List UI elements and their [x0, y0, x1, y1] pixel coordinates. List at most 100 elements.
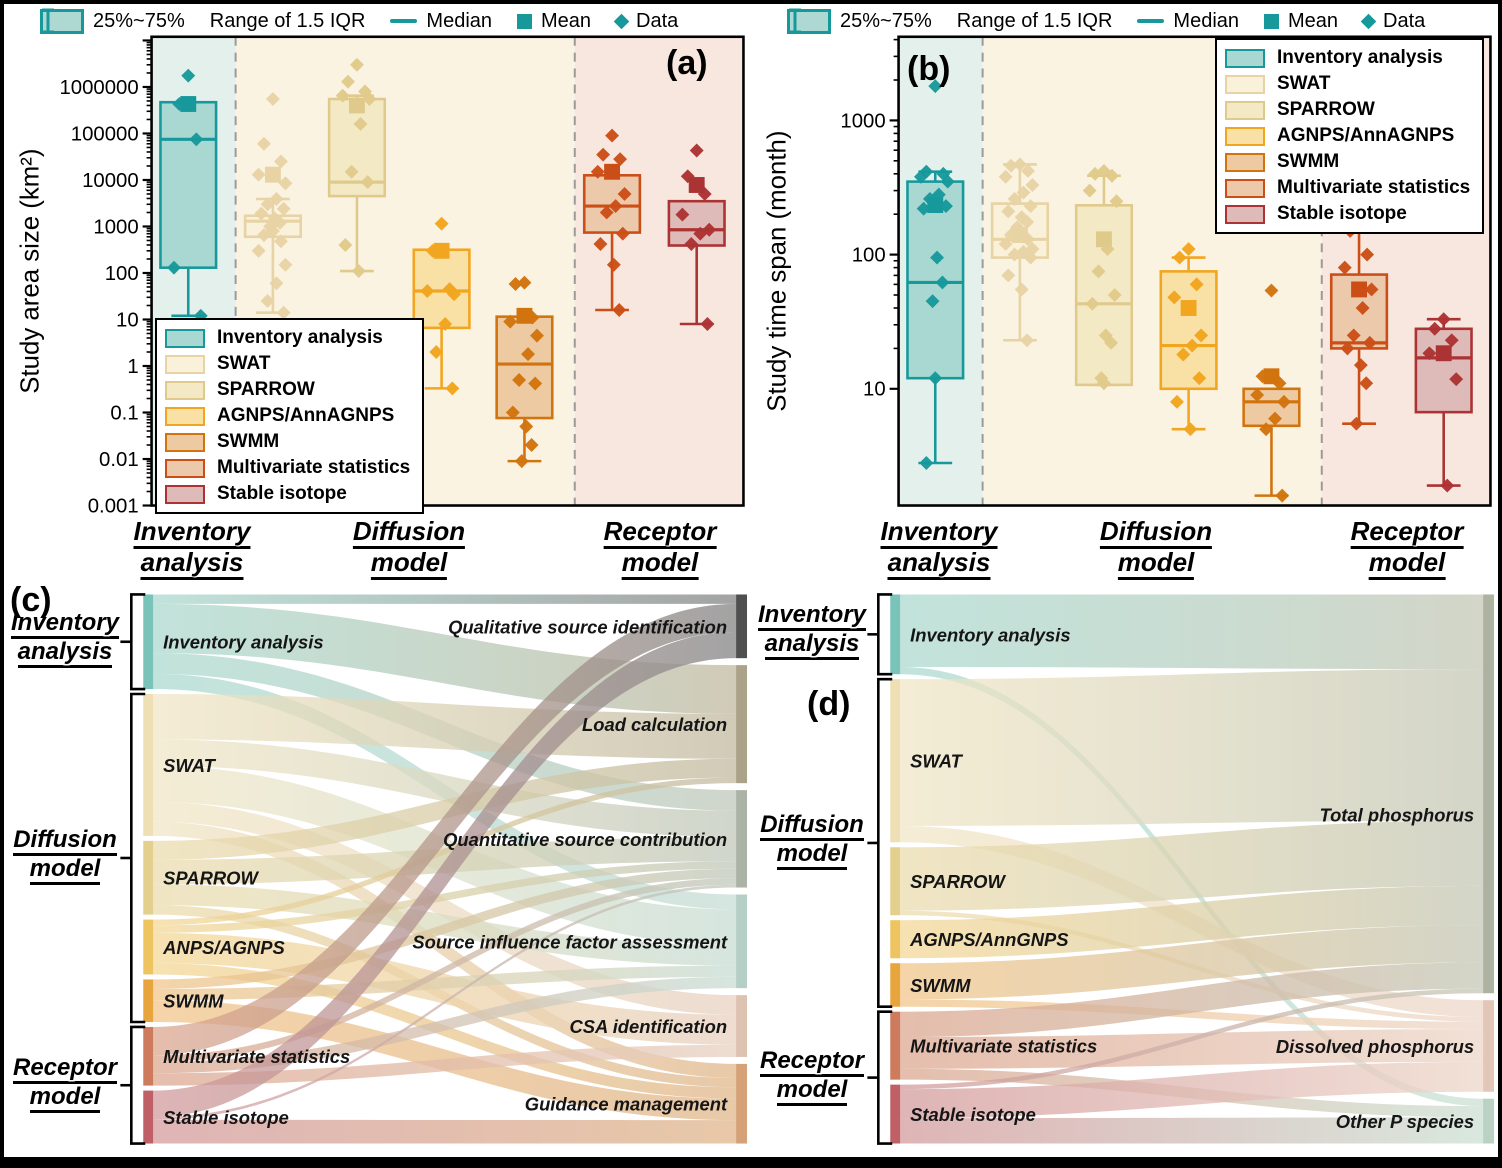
y-tick-label: 10 [863, 379, 886, 401]
iqr-whisker-icon [42, 8, 54, 34]
stats-legend-item: Median [390, 10, 492, 33]
legend-label: SWMM [1277, 151, 1340, 172]
box-group-swmm [495, 275, 554, 469]
mean-square-icon [1264, 13, 1280, 29]
box-group-stable-isotope [667, 143, 726, 331]
sankey-right-node [736, 790, 748, 888]
y-tick-label: 10000 [82, 170, 139, 192]
y-tick-label: 100 [105, 263, 139, 285]
sankey-flow [153, 739, 737, 837]
stats-legend-item: Data [1360, 10, 1425, 33]
legend-item: SPARROW [165, 377, 410, 403]
legend-item: Inventory analysis [1225, 45, 1470, 71]
sankey-left-node [890, 679, 901, 843]
group-bracket [130, 1025, 146, 1145]
sankey-left-label: SWMM [910, 975, 971, 996]
iqr-whisker-icon [789, 8, 801, 34]
y-tick-label: 100 [852, 245, 886, 267]
box-group-sparrow [1074, 164, 1134, 391]
sankey-flow [900, 925, 1484, 1000]
sankey-left-node [890, 920, 901, 959]
panel-letter-a: (a) [666, 44, 708, 82]
x-axis-group-label: Inventory analysis [133, 516, 251, 580]
sankey-flow [900, 594, 1484, 670]
stats-legend-label: 25%~75% [840, 9, 932, 32]
sankey-left-label: SPARROW [163, 868, 259, 889]
sankey-left-node [143, 919, 154, 975]
legend-swatch-icon [165, 380, 205, 400]
plot-border [150, 35, 745, 507]
sankey-right-label: Other P species [1336, 1111, 1474, 1132]
sankey-flow [153, 932, 737, 1045]
stats-legend-label: Median [1173, 9, 1240, 32]
sankey-left-node [143, 694, 154, 836]
sankey-right-label: Source influence factor assessment [412, 931, 728, 952]
sankey-flow [900, 962, 1484, 1038]
panel-letter-c: (c) [10, 581, 52, 619]
sankey-right-node [1483, 594, 1495, 994]
sankey-flow [153, 976, 737, 1074]
sankey-flow [153, 868, 737, 989]
sankey-flow [153, 801, 737, 1015]
sankey-left-label: Inventory analysis [910, 624, 1070, 645]
box-group-inventory-analysis [906, 79, 965, 470]
y-tick-label: 0.001 [88, 495, 139, 517]
sankey-flow [153, 878, 737, 1062]
panel-b: 25%~75% Range of 1.5 IQR Median Mean Data 10… [751, 4, 1498, 580]
sankey-right-node [736, 995, 748, 1057]
median-line-icon [1137, 19, 1165, 23]
legend-swatch-icon [165, 484, 205, 504]
sankey-left-node [890, 963, 901, 1007]
y-tick-label: 100000 [71, 123, 139, 145]
sankey-right-node [1483, 1000, 1495, 1092]
legend-swatch-icon [1225, 100, 1265, 120]
sankey-left-node [143, 840, 154, 915]
legend-label: Inventory analysis [217, 327, 383, 348]
legend-swatch-icon [1225, 48, 1265, 68]
box-group-swat [990, 157, 1050, 348]
sankey-left-label: AGNPS/AnnGNPS [909, 929, 1069, 950]
legend-swatch-icon [165, 328, 205, 348]
legend-swatch-icon [165, 354, 205, 374]
sankey-flow [153, 963, 737, 1099]
x-axis-group-labels-b: Inventory analysis Diffusion model Receptor m… [751, 516, 1498, 580]
legend-item: Stable isotope [1225, 201, 1470, 227]
x-axis-group-labels-a: Inventory analysis Diffusion model Receptor m… [4, 516, 751, 580]
sankey-left-node [143, 1090, 154, 1144]
legend-item: Multivariate statistics [165, 455, 410, 481]
sankey-flow [153, 603, 737, 1056]
group-bracket [877, 677, 893, 1009]
stats-legend-item: Mean [517, 10, 591, 33]
sankey-flow [153, 1119, 737, 1144]
x-axis-group-label: Receptor model [1350, 516, 1464, 580]
sankey-right-label: Quantitative source contribution [443, 829, 727, 850]
x-axis-group-label: Diffusion model [1099, 516, 1213, 580]
sankey-group-label: Receptor model [4, 1053, 126, 1114]
sankey-flow [153, 594, 737, 604]
stats-legend-item: Range of 1.5 IQR [789, 8, 1113, 34]
y-tick-label: 0.1 [110, 402, 138, 424]
stats-legend-label: Range of 1.5 IQR [956, 9, 1113, 32]
stats-legend-label: Range of 1.5 IQR [209, 9, 366, 32]
box-group-agnps-annagnps [1159, 242, 1218, 437]
sankey-flow [153, 758, 737, 860]
sankey-left-label: Stable isotope [910, 1104, 1036, 1125]
sankey-group-label: Receptor model [751, 1046, 873, 1106]
sankey-left-label: SWAT [163, 755, 217, 776]
sankey-flow [900, 1061, 1484, 1119]
sankey-left-node [143, 1026, 154, 1086]
y-tick-label: 1 [127, 356, 138, 378]
legend-swatch-icon [165, 406, 205, 426]
legend-swatch-icon [1225, 126, 1265, 146]
sankey-group-label: Diffusion model [4, 825, 126, 885]
sankey-left-label: Multivariate statistics [163, 1046, 350, 1067]
legend-swatch-icon [1225, 152, 1265, 172]
median-line-icon [390, 19, 418, 23]
legend-swatch-icon [1225, 74, 1265, 94]
sankey-flow [153, 821, 737, 1078]
box-group-stable-isotope [1414, 312, 1473, 493]
region-band [574, 36, 744, 506]
sankey-right-node [1483, 1098, 1495, 1144]
stats-legend-label: 25%~75% [93, 9, 185, 32]
legend-label: AGNPS/AnnAGNPS [217, 405, 395, 426]
